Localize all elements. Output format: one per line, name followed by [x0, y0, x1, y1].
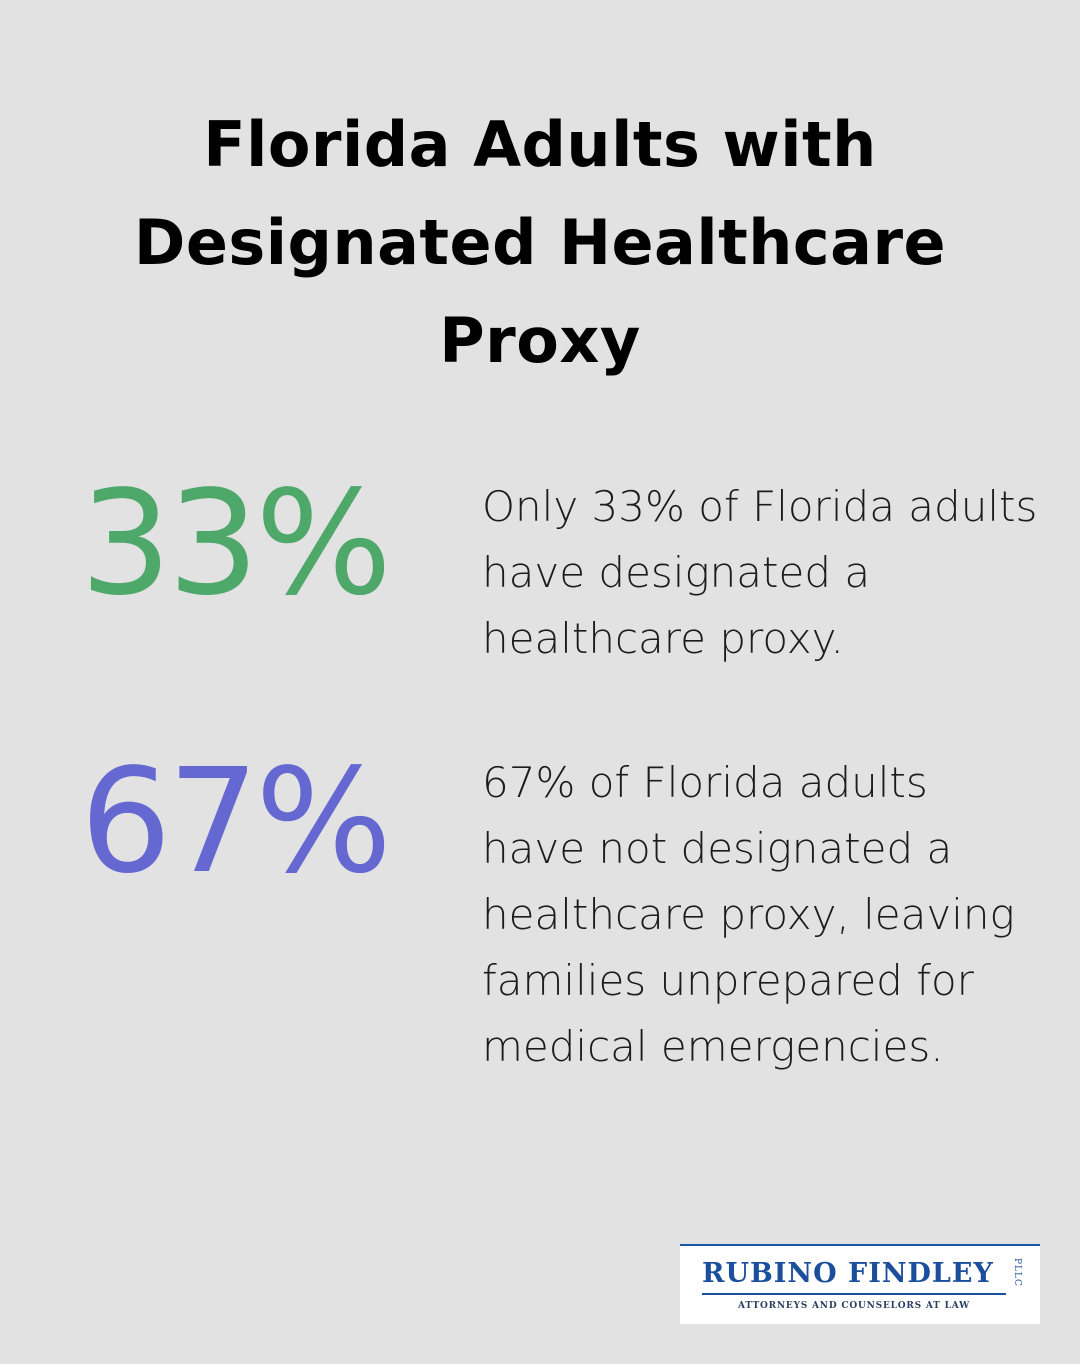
page-title: Florida Adults with Designated Healthcar… [133, 108, 947, 377]
logo-name: RUBINO FINDLEY [702, 1258, 994, 1289]
company-logo: RUBINO FINDLEY PLLC ATTORNEYS AND COUNSE… [680, 1244, 1040, 1324]
stat-description-33: Only 33% of Florida adults have designat… [482, 482, 1038, 663]
stat-value-33: 33% [80, 459, 392, 627]
stat-description-67: 67% of Florida adults have not designate… [482, 758, 1015, 1071]
logo-tagline: ATTORNEYS AND COUNSELORS AT LAW [738, 1301, 970, 1311]
logo-divider [702, 1293, 1006, 1295]
logo-suffix: PLLC [1012, 1258, 1022, 1287]
stat-value-67: 67% [80, 737, 392, 905]
logo-top-line [680, 1244, 1040, 1246]
